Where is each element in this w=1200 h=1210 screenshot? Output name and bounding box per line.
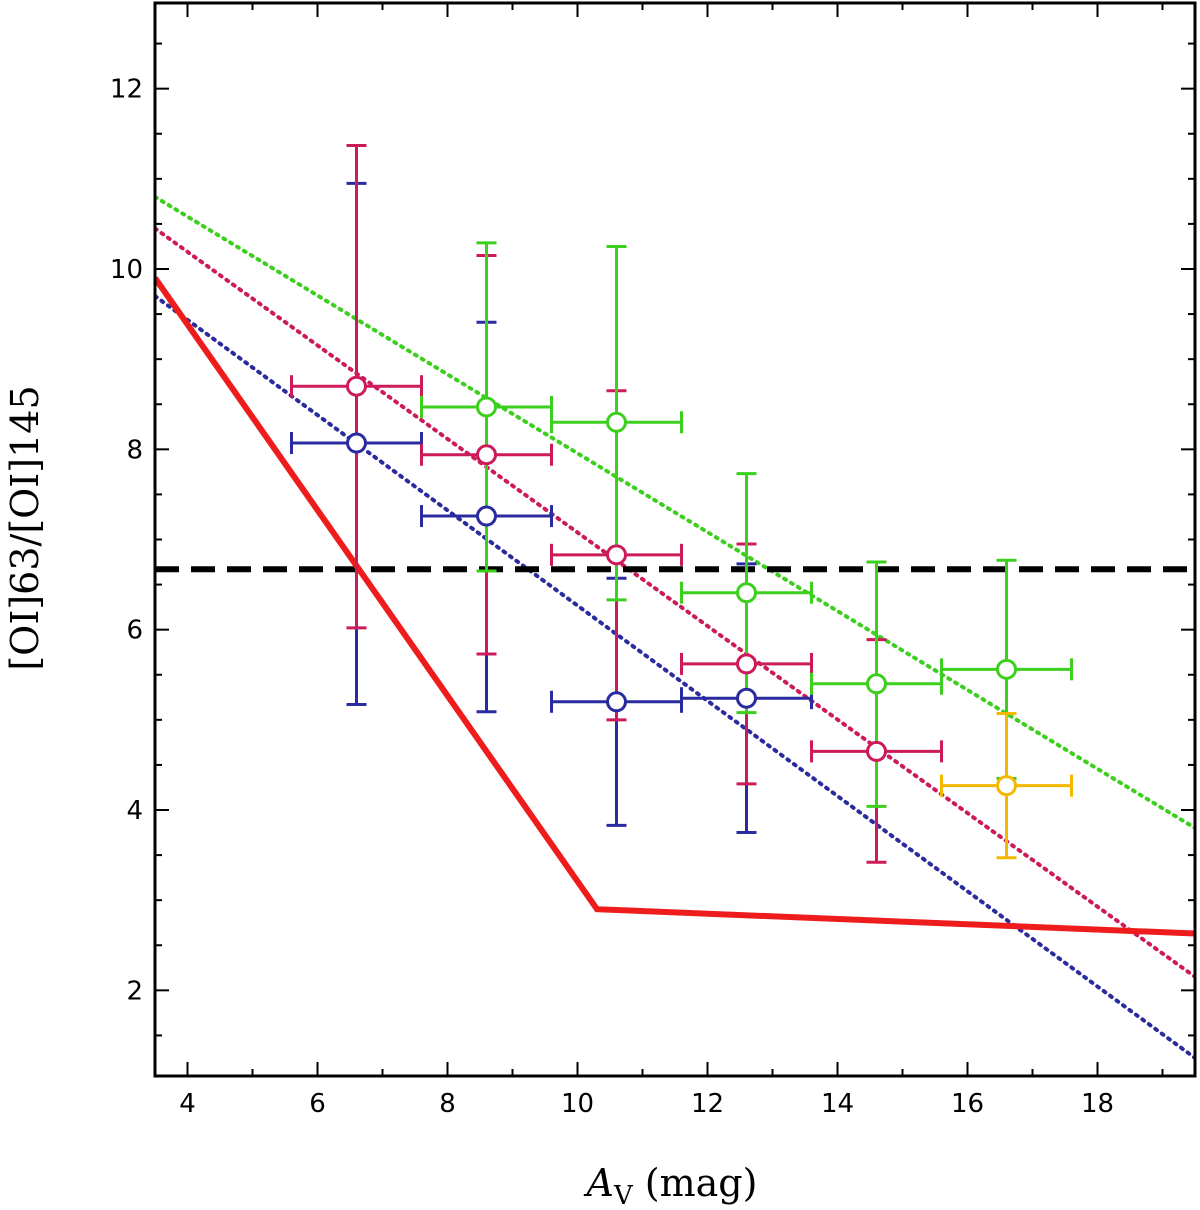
blue-point — [736, 687, 757, 709]
green-fit-line — [155, 194, 1195, 831]
green-point — [736, 582, 757, 604]
y-tick-label: 12 — [110, 75, 143, 105]
y-tick-label: 4 — [126, 796, 143, 826]
x-tick-label: 16 — [951, 1089, 984, 1119]
tick-labels: 4 6 8 10 12 14 16 18 2 4 6 8 10 12 — [110, 75, 1114, 1119]
x-tick-label: 14 — [821, 1089, 854, 1119]
green-point — [866, 673, 887, 695]
blue-point — [476, 505, 497, 527]
crimson-point — [476, 444, 497, 466]
y-tick-label: 8 — [126, 435, 143, 465]
x-axis-label: AV (mag) — [584, 1161, 758, 1210]
y-tick-label: 2 — [126, 976, 143, 1006]
y-tick-label: 6 — [126, 616, 143, 646]
y-axis-label: [OI]63/[OI]145 — [3, 385, 47, 670]
x-tick-label: 6 — [309, 1089, 326, 1119]
x-tick-label: 8 — [439, 1089, 456, 1119]
x-tick-label: 18 — [1081, 1089, 1114, 1119]
blue-fit-line — [155, 294, 1195, 1060]
x-tick-label: 10 — [561, 1089, 594, 1119]
orange-point — [996, 775, 1017, 797]
error-bars — [290, 143, 1073, 864]
crimson-fit-line — [155, 226, 1195, 979]
crimson-point — [736, 653, 757, 675]
axis-ticks — [155, 3, 1195, 1076]
blue-point — [346, 432, 367, 454]
y-tick-label: 10 — [110, 255, 143, 285]
green-point — [996, 658, 1017, 680]
green-point — [606, 411, 627, 433]
x-tick-label: 12 — [691, 1089, 724, 1119]
blue-point — [606, 691, 627, 713]
crimson-point — [606, 544, 627, 566]
crimson-point — [866, 740, 887, 762]
model-line — [155, 276, 1195, 937]
fit-lines — [155, 194, 1195, 1060]
green-point — [476, 396, 497, 418]
crimson-point — [346, 375, 367, 397]
x-tick-label: 4 — [179, 1089, 196, 1119]
data-points — [346, 375, 1017, 797]
model-line-layer — [155, 276, 1195, 937]
